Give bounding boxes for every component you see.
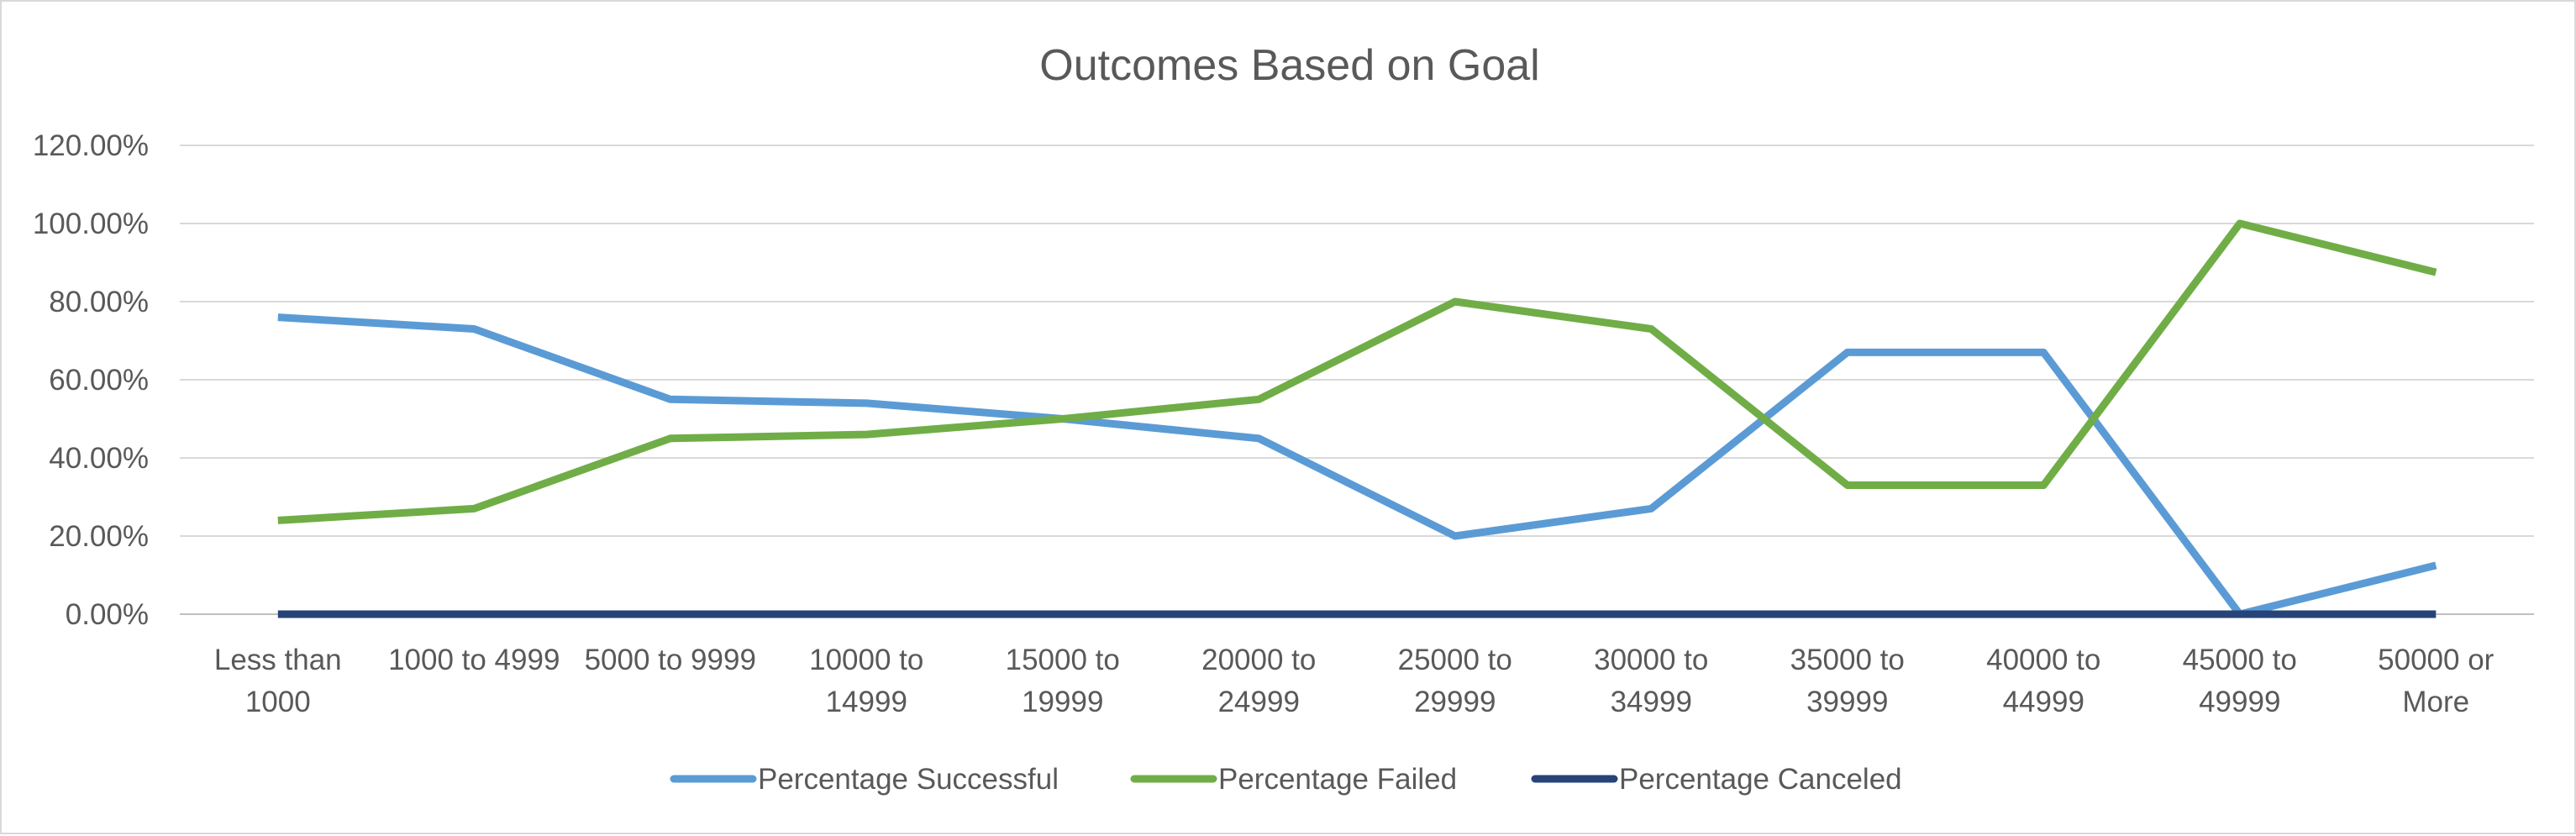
x-tick-label: 15000 to 19999 <box>1006 644 1120 718</box>
x-tick-label: 5000 to 9999 <box>585 644 756 676</box>
legend-label: Percentage Canceled <box>1619 763 1902 796</box>
series-line-2 <box>277 219 2437 524</box>
y-tick-label: 80.00% <box>49 286 149 318</box>
y-tick-label: 120.00% <box>33 129 149 162</box>
gridlines <box>180 145 2534 615</box>
x-tick-label: 45000 to 49999 <box>2183 644 2297 718</box>
x-tick-label: 20000 to 24999 <box>1201 644 1316 718</box>
x-tick-label: 25000 to 29999 <box>1398 644 1512 718</box>
y-axis-tick-labels: 0.00% 20.00% 40.00% 60.00% 80.00% 100.00% 120.… <box>33 129 149 631</box>
x-tick-label: 30000 to 34999 <box>1594 644 1708 718</box>
x-tick-label: 35000 to 39999 <box>1790 644 1905 718</box>
series-lines <box>277 219 2437 618</box>
y-tick-label: 20.00% <box>49 520 149 553</box>
x-tick-label: 10000 to 14999 <box>809 644 923 718</box>
chart-title: Outcomes Based on Goal <box>1039 41 1539 90</box>
x-tick-label: 40000 to 44999 <box>1986 644 2100 718</box>
x-tick-label: 50000 or More <box>2378 644 2495 718</box>
y-tick-label: 60.00% <box>49 364 149 397</box>
legend-label: Percentage Successful <box>758 763 1059 796</box>
y-tick-label: 0.00% <box>66 598 149 631</box>
series-line-1 <box>277 313 2437 618</box>
x-tick-label: 1000 to 4999 <box>388 644 560 676</box>
legend: Percentage Successful Percentage Failed Pe… <box>670 763 1902 796</box>
legend-label: Percentage Failed <box>1218 763 1457 796</box>
y-tick-label: 100.00% <box>33 208 149 240</box>
x-tick-label: Less than 1000 <box>214 644 342 718</box>
x-axis-tick-labels: Less than 1000 1000 to 4999 5000 to 9999 100… <box>214 644 2495 718</box>
y-tick-label: 40.00% <box>49 442 149 475</box>
